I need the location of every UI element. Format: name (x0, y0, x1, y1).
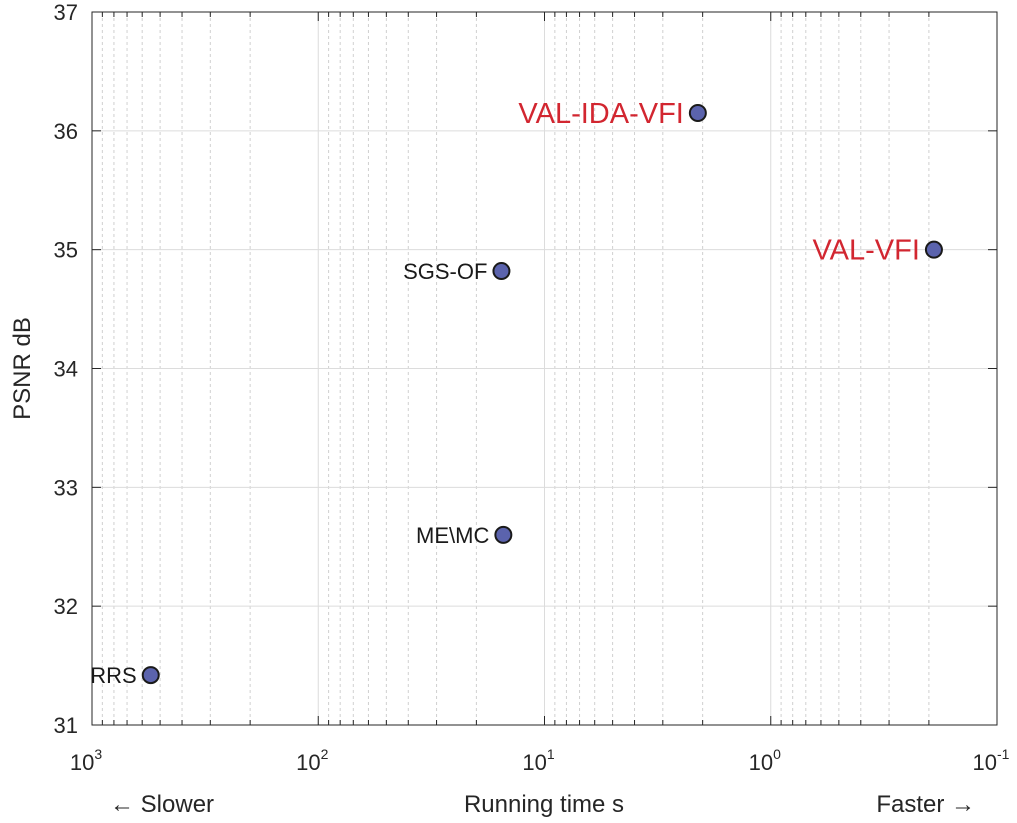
data-point-label: SGS-OF (403, 259, 487, 284)
x-tick-label: 103 (70, 746, 102, 775)
x-tick-label: 102 (296, 746, 328, 775)
data-point-marker (924, 240, 943, 259)
faster-direction-label: Faster → (876, 791, 975, 818)
data-point-marker (494, 525, 513, 544)
data-point-label: VAL-IDA-VFI (518, 98, 683, 130)
data-point-label: RRS (90, 663, 136, 688)
x-tick-label: 10-1 (973, 746, 1010, 775)
y-tick-label: 37 (54, 0, 78, 25)
data-point-marker (492, 262, 511, 281)
x-tick-label: 101 (522, 746, 554, 775)
y-tick-label: 33 (54, 475, 78, 500)
data-point-label: VAL-VFI (812, 235, 919, 267)
y-tick-label: 32 (54, 594, 78, 619)
y-tick-label: 35 (54, 238, 78, 263)
y-tick-label: 31 (54, 713, 78, 738)
data-point-marker (141, 666, 160, 685)
x-tick-label: 100 (749, 746, 781, 775)
data-points: VAL-IDA-VFI VAL-VFI SGS-OF ME\MC RRS (90, 98, 943, 688)
grid (92, 12, 997, 725)
axis-ticks: 103 102 101 100 10-1 31 32 33 34 35 36 37 (54, 0, 1010, 775)
data-point-marker (688, 104, 707, 123)
y-tick-label: 34 (54, 357, 78, 382)
data-point-label: ME\MC (416, 523, 489, 548)
slower-direction-label: ← Slower (110, 791, 214, 818)
y-tick-label: 36 (54, 119, 78, 144)
x-axis-title: Running time s (464, 791, 624, 818)
y-axis-title: PSNR dB (9, 317, 36, 420)
